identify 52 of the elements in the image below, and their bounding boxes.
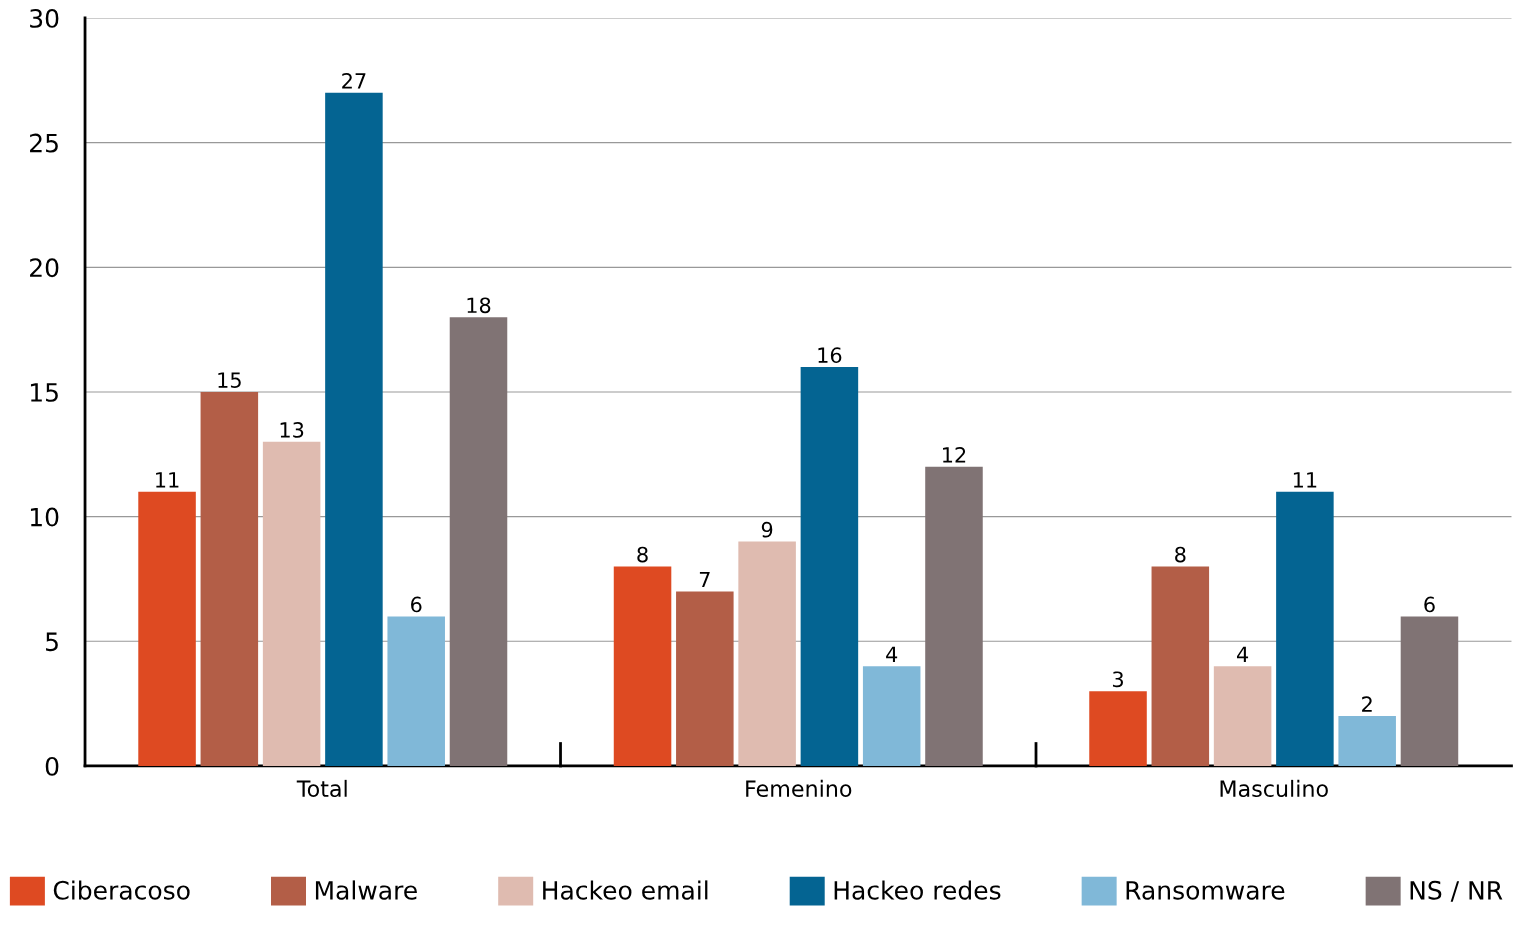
x-tick-label: Femenino xyxy=(746,779,852,798)
y-tick-label: 25 xyxy=(30,133,58,153)
data-label: 15 xyxy=(218,372,241,388)
legend-label: Ransomware xyxy=(1126,881,1285,900)
bar xyxy=(862,666,921,766)
x-tick-label: Total xyxy=(296,779,347,798)
bar xyxy=(800,367,859,766)
y-tick-label: 10 xyxy=(30,507,59,527)
data-label: 2 xyxy=(1362,696,1372,712)
legend-label: Hackeo redes xyxy=(834,880,1001,900)
bar xyxy=(1089,691,1147,766)
y-tick-label: 30 xyxy=(30,8,59,28)
bar xyxy=(1400,616,1459,766)
data-label: 18 xyxy=(467,297,491,314)
data-label: 8 xyxy=(1175,546,1186,563)
data-label: 13 xyxy=(280,422,304,438)
y-tick-label: 0 xyxy=(45,756,59,776)
legend-label: Ciberacoso xyxy=(53,880,190,900)
legend-label: NS / NR xyxy=(1410,880,1503,902)
x-tick-label: Masculino xyxy=(1220,779,1328,798)
data-label: 11 xyxy=(156,472,179,488)
bar xyxy=(138,491,196,766)
data-label: 12 xyxy=(943,446,966,463)
bar xyxy=(1276,491,1334,766)
data-label: 7 xyxy=(699,571,710,588)
y-tick-label: 5 xyxy=(46,632,58,652)
bar xyxy=(262,441,321,766)
bar xyxy=(676,591,734,766)
data-label: 9 xyxy=(761,521,773,538)
data-label: 8 xyxy=(637,546,648,563)
bar xyxy=(449,317,508,766)
bar xyxy=(613,566,672,766)
data-label: 4 xyxy=(886,646,898,662)
bar xyxy=(325,92,383,766)
bar xyxy=(1151,566,1210,766)
data-label: 11 xyxy=(1293,472,1317,488)
bar xyxy=(387,616,445,766)
data-label: 27 xyxy=(342,73,366,89)
data-label: 6 xyxy=(411,596,422,613)
data-label: 4 xyxy=(1236,646,1249,662)
bar xyxy=(738,541,796,766)
y-tick-label: 20 xyxy=(30,258,59,278)
y-tick-label: 15 xyxy=(30,383,58,402)
data-label: 16 xyxy=(818,347,842,364)
legend-label: Hackeo email xyxy=(543,880,708,900)
bar xyxy=(1213,666,1272,766)
bar xyxy=(1338,716,1396,766)
bar xyxy=(200,391,259,766)
bar xyxy=(925,466,983,766)
data-label: 3 xyxy=(1112,671,1123,688)
data-label: 6 xyxy=(1424,596,1435,613)
legend-label: Malware xyxy=(315,880,417,900)
